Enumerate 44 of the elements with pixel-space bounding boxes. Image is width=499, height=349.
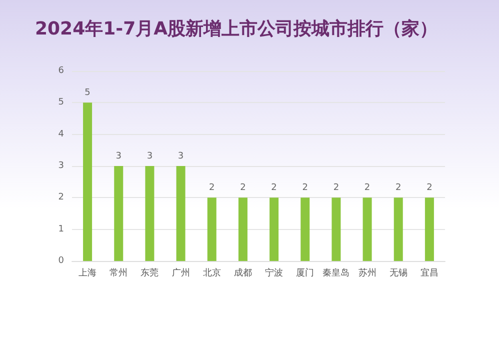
bar	[362, 198, 372, 261]
x-tick-label: 宁波	[265, 268, 284, 278]
bar	[238, 198, 248, 261]
chart-title: 2024年1-7月A股新增上市公司按城市排行（家）	[35, 18, 438, 40]
y-tick-label: 3	[58, 161, 64, 171]
bar	[394, 198, 403, 261]
x-tick-label: 厦门	[296, 268, 314, 278]
y-tick-label: 4	[58, 129, 64, 140]
y-tick-label: 1	[58, 224, 64, 234]
data-label: 2	[240, 183, 246, 194]
bar	[83, 102, 92, 261]
bar	[145, 166, 154, 261]
data-label: 2	[209, 183, 215, 194]
data-label: 3	[146, 152, 153, 162]
bar	[207, 198, 216, 261]
bar	[176, 166, 186, 261]
x-tick-label: 苏州	[358, 268, 376, 278]
bar	[300, 198, 310, 261]
x-tick-label: 无锡	[389, 268, 408, 278]
x-tick-label: 秦皇岛	[322, 268, 350, 278]
y-tick-label: 6	[58, 66, 64, 76]
data-label: 2	[302, 183, 308, 194]
y-tick-label: 5	[58, 98, 64, 108]
data-label: 2	[426, 183, 432, 194]
x-tick-label: 北京	[202, 268, 221, 278]
x-tick-label: 成都	[234, 268, 252, 278]
x-tick-label: 上海	[78, 268, 97, 278]
x-tick-label: 常州	[110, 268, 128, 278]
data-label: 2	[333, 183, 340, 194]
y-tick-label: 0	[58, 256, 64, 266]
bar	[114, 166, 124, 261]
x-tick-label: 宜昌	[420, 268, 438, 278]
x-tick-label: 广州	[172, 268, 190, 278]
x-tick-label: 东莞	[140, 268, 159, 278]
data-label: 2	[364, 183, 370, 194]
y-tick-label: 2	[58, 192, 64, 203]
bar	[424, 198, 434, 261]
bar	[332, 198, 341, 261]
data-label: 3	[116, 152, 122, 162]
data-label: 5	[84, 88, 90, 98]
data-label: 2	[271, 183, 277, 194]
bar	[270, 198, 279, 261]
data-label: 2	[396, 183, 402, 194]
data-label: 3	[178, 152, 184, 162]
